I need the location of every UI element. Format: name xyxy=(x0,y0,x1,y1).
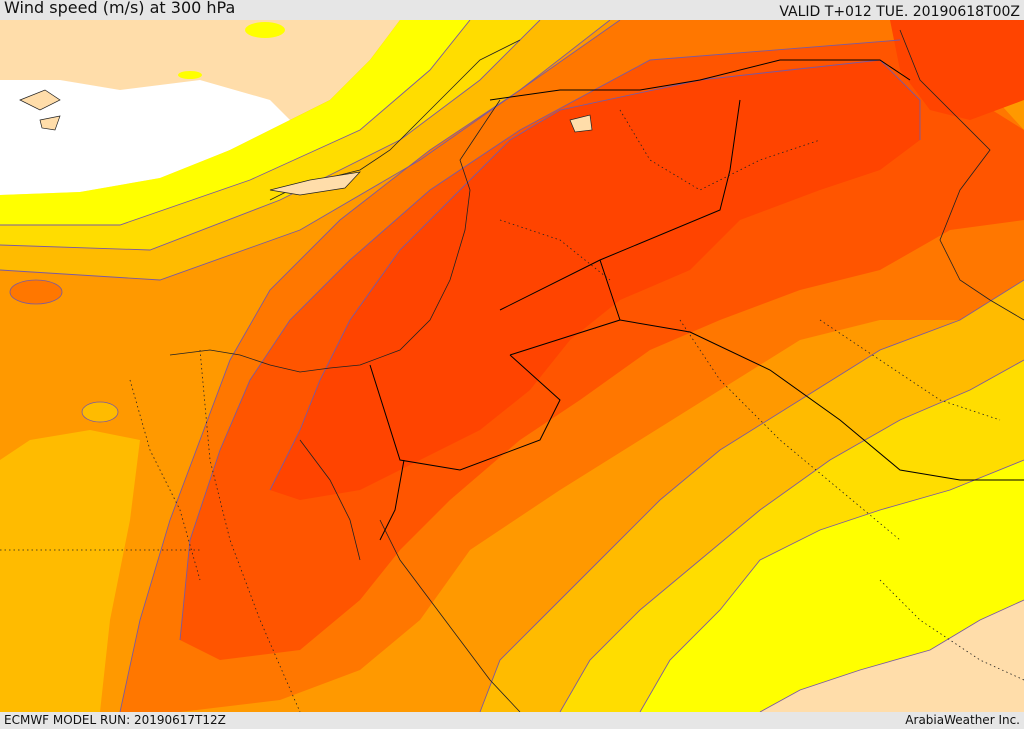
yellow-blob-north xyxy=(178,71,202,79)
band-yellow-northwest xyxy=(0,20,470,225)
low-wind-area-southeast xyxy=(760,600,1024,712)
band-yellow-southeast xyxy=(640,460,1024,712)
orange-blob-west xyxy=(9,279,63,305)
band-amber-southwest xyxy=(0,430,140,712)
band-gold-northwest xyxy=(0,20,540,250)
footer-bar: ECMWF MODEL RUN: 20190617T12Z ArabiaWeat… xyxy=(0,712,1024,729)
band-amber-northwest xyxy=(0,20,610,280)
islands xyxy=(19,89,593,196)
map-canvas xyxy=(0,20,1024,712)
yellow-blob-top xyxy=(245,22,285,38)
wind-speed-map xyxy=(0,20,1024,712)
valid-time-label: VALID T+012 TUE. 20190618T00Z xyxy=(779,4,1020,20)
amber-blob-west xyxy=(81,401,119,423)
map-title: Wind speed (m/s) at 300 hPa xyxy=(4,0,236,17)
sea-white-area xyxy=(0,80,290,195)
header-bar: Wind speed (m/s) at 300 hPa VALID T+012 … xyxy=(0,0,1024,20)
band-red-core xyxy=(270,60,920,500)
band-red-orange-core xyxy=(180,40,1024,660)
internal-boundaries xyxy=(0,109,1024,712)
credit-label: ArabiaWeather Inc. xyxy=(905,713,1020,727)
political-borders xyxy=(369,59,1024,541)
wind-contours xyxy=(0,20,1024,712)
band-red-northeast xyxy=(890,20,1024,120)
model-run-label: ECMWF MODEL RUN: 20190617T12Z xyxy=(4,713,226,727)
